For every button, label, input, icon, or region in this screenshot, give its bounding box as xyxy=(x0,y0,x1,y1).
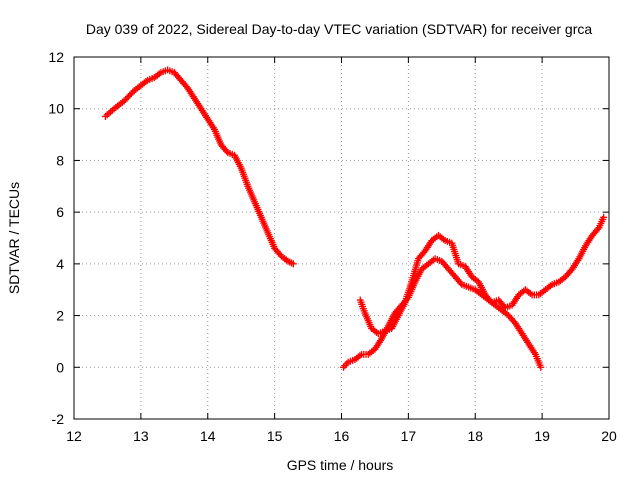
chart-title: Day 039 of 2022, Sidereal Day-to-day VTE… xyxy=(86,21,592,37)
x-tick-label: 17 xyxy=(401,428,417,444)
x-tick-label: 20 xyxy=(601,428,617,444)
y-tick-label: 2 xyxy=(56,308,64,324)
x-tick-label: 18 xyxy=(467,428,483,444)
data-point xyxy=(356,352,364,360)
y-tick-label: 6 xyxy=(56,204,64,220)
grid xyxy=(74,57,609,419)
x-tick-label: 14 xyxy=(200,428,216,444)
data-point xyxy=(155,70,163,78)
data-point xyxy=(107,108,115,116)
x-axis-label: GPS time / hours xyxy=(287,457,394,473)
y-tick-label: 0 xyxy=(56,359,64,375)
data-point xyxy=(222,147,230,155)
axis-ticks: 12 13 14 15 16 17 18 19 20 -2 0 2 4 6 8 10 12 xyxy=(48,49,617,444)
data-point xyxy=(103,111,111,119)
data-point xyxy=(526,290,534,298)
data-point xyxy=(142,78,150,86)
x-tick-label: 12 xyxy=(66,428,82,444)
data-point xyxy=(341,362,349,370)
x-tick-label: 19 xyxy=(534,428,550,444)
data-point xyxy=(594,225,602,233)
data-point xyxy=(546,282,554,290)
y-tick-label: 10 xyxy=(48,101,64,117)
y-tick-label: 8 xyxy=(56,152,64,168)
x-tick-label: 13 xyxy=(133,428,149,444)
data-point xyxy=(105,109,113,117)
y-tick-label: 4 xyxy=(56,256,64,272)
series-track-a xyxy=(101,66,297,268)
data-point xyxy=(289,260,297,268)
data-point xyxy=(457,279,465,287)
data-point xyxy=(537,363,545,371)
data-point xyxy=(600,213,608,221)
y-tick-label: 12 xyxy=(48,49,64,65)
data-point xyxy=(101,112,109,120)
x-tick-label: 16 xyxy=(334,428,350,444)
y-axis-label: SDTVAR / TECUs xyxy=(6,182,22,294)
series-track-c xyxy=(356,213,608,338)
series-track-b xyxy=(340,255,545,371)
x-tick-label: 15 xyxy=(267,428,283,444)
data-marks xyxy=(101,66,608,371)
y-tick-label: -2 xyxy=(52,411,65,427)
data-point xyxy=(439,235,447,243)
